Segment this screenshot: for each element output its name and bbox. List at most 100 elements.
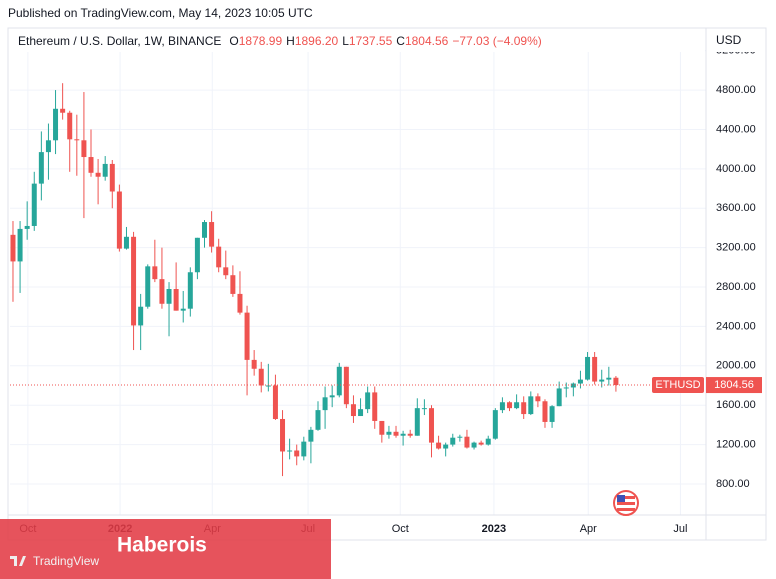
candle-body [613,377,619,386]
candle-body [194,237,200,273]
x-tick-label: 2023 [482,523,506,535]
candle-body [201,222,207,238]
candle-body [507,402,513,409]
candle-body [109,163,115,192]
candle-body [570,383,576,388]
candle-body [187,272,193,309]
candle-body [499,402,505,411]
candle-body [38,152,44,184]
candle-body [17,228,23,262]
candle-body [393,431,399,436]
candle-body [280,418,286,452]
change: −77.03 (−4.09%) [452,34,541,48]
candle-body [60,108,66,113]
candle-body [528,396,534,415]
candle-body [258,368,264,386]
candle-body [365,392,371,410]
candle-body [237,293,243,313]
y-tick-label: 2400.00 [716,320,756,332]
candle-body [216,246,222,268]
y-tick-label: 3200.00 [716,242,756,254]
candle-body [542,401,548,422]
ohlc-label: L [342,34,349,48]
published-note: Published on TradingView.com, May 14, 20… [8,6,313,20]
ohlc-label: O [229,34,238,48]
candle-body [577,379,583,384]
candle-body [372,392,378,421]
y-tick-label: 1200.00 [716,438,756,450]
brand-logo [10,556,26,566]
candle-body [123,236,129,249]
ohlc-value: 1896.20 [295,34,339,48]
candle-body [358,409,364,417]
candle-body [294,450,300,457]
candle-body [414,408,420,436]
candle-body [74,139,80,141]
candle-body [599,379,605,382]
candle-body [464,436,470,448]
candle-body [585,356,591,380]
candle-body [443,444,449,449]
candle-body [485,438,491,445]
candle-body [159,279,165,304]
candle-body [556,388,562,407]
candle-body [173,288,179,311]
candle-body [450,437,456,445]
candle-body [514,402,520,409]
candle-body [251,359,257,369]
candle-body [223,267,229,276]
candle-body [535,396,541,402]
watermark: Haberois TradingView [0,519,331,579]
y-tick-label: 3600.00 [716,202,756,214]
chart-frame [7,27,767,541]
candle-body [287,450,293,452]
candle-body [301,441,307,457]
ohlc-label: H [286,34,295,48]
candle-body [521,402,527,415]
candle-body [471,442,477,448]
candle-body [436,442,442,449]
candle-body [180,308,186,311]
candle-body [53,108,59,141]
y-tick-label: 2800.00 [716,281,756,293]
y-tick-label: 4000.00 [716,163,756,175]
candle-body [563,387,569,389]
candle-body [209,222,215,247]
candle-body [81,140,87,158]
ohlc-label: C [396,34,405,48]
candle-body [244,312,250,360]
candle-body [145,266,151,307]
candle-body [606,377,612,380]
candles [10,83,706,477]
candle-body [478,442,484,445]
candle-body [315,410,321,430]
flag-icon [613,490,639,516]
x-tick-label: Oct [392,523,409,535]
candle-body [329,395,335,398]
candle-body [492,410,498,439]
symbol-title: Ethereum / U.S. Dollar, 1W, BINANCE [18,34,221,48]
candle-body [549,406,555,422]
candle-body [336,366,342,396]
candle-body [138,306,144,326]
candle-body [407,433,413,436]
candle-body [102,163,108,177]
candle-body [116,191,122,249]
candle-body [24,225,30,229]
brand-text: TradingView [33,554,99,568]
candle-body [386,431,392,435]
candle-body [152,266,158,280]
ohlc-value: 1804.56 [405,34,449,48]
candle-body [428,408,434,443]
candle-body [350,404,356,417]
currency: USD [716,33,742,47]
candle-body [95,172,101,177]
last-price-label: 1804.56 [714,379,754,391]
candle-body [265,385,271,387]
candle-body [308,429,314,442]
candle-body [592,356,598,382]
ohlc-value: 1878.99 [239,34,283,48]
candle-body [272,385,278,419]
